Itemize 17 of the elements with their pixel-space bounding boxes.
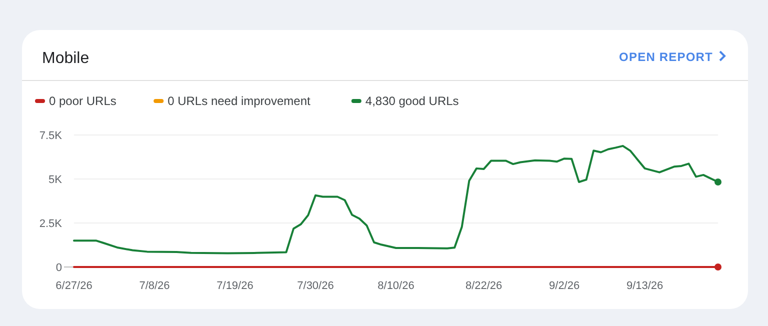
text: OPEN REPORT (619, 50, 714, 64)
x-tick-label: 6/27/26 (56, 280, 92, 292)
x-tick-label: 9/2/26 (549, 280, 580, 292)
x-tick-label: 9/13/26 (626, 280, 664, 292)
x-tick-label: 8/10/26 (378, 280, 414, 292)
x-tick-label: 7/30/26 (297, 280, 334, 292)
x-tick-label: 7/8/26 (139, 280, 170, 292)
y-tick-label: 7.5K (39, 130, 63, 142)
legend-label: 4,830 good URLs (365, 94, 459, 108)
legend-label: 0 poor URLs (49, 94, 116, 108)
y-tick-label: 5K (48, 174, 63, 186)
x-tick-label: 8/22/26 (465, 280, 502, 292)
y-tick-label: 2.5K (39, 218, 63, 230)
legend-label: 0 URLs need improvement (168, 94, 311, 108)
x-tick-label: 7/19/26 (216, 280, 254, 292)
y-tick-label: 0 (56, 262, 62, 274)
chart-title: Mobile (42, 50, 90, 67)
